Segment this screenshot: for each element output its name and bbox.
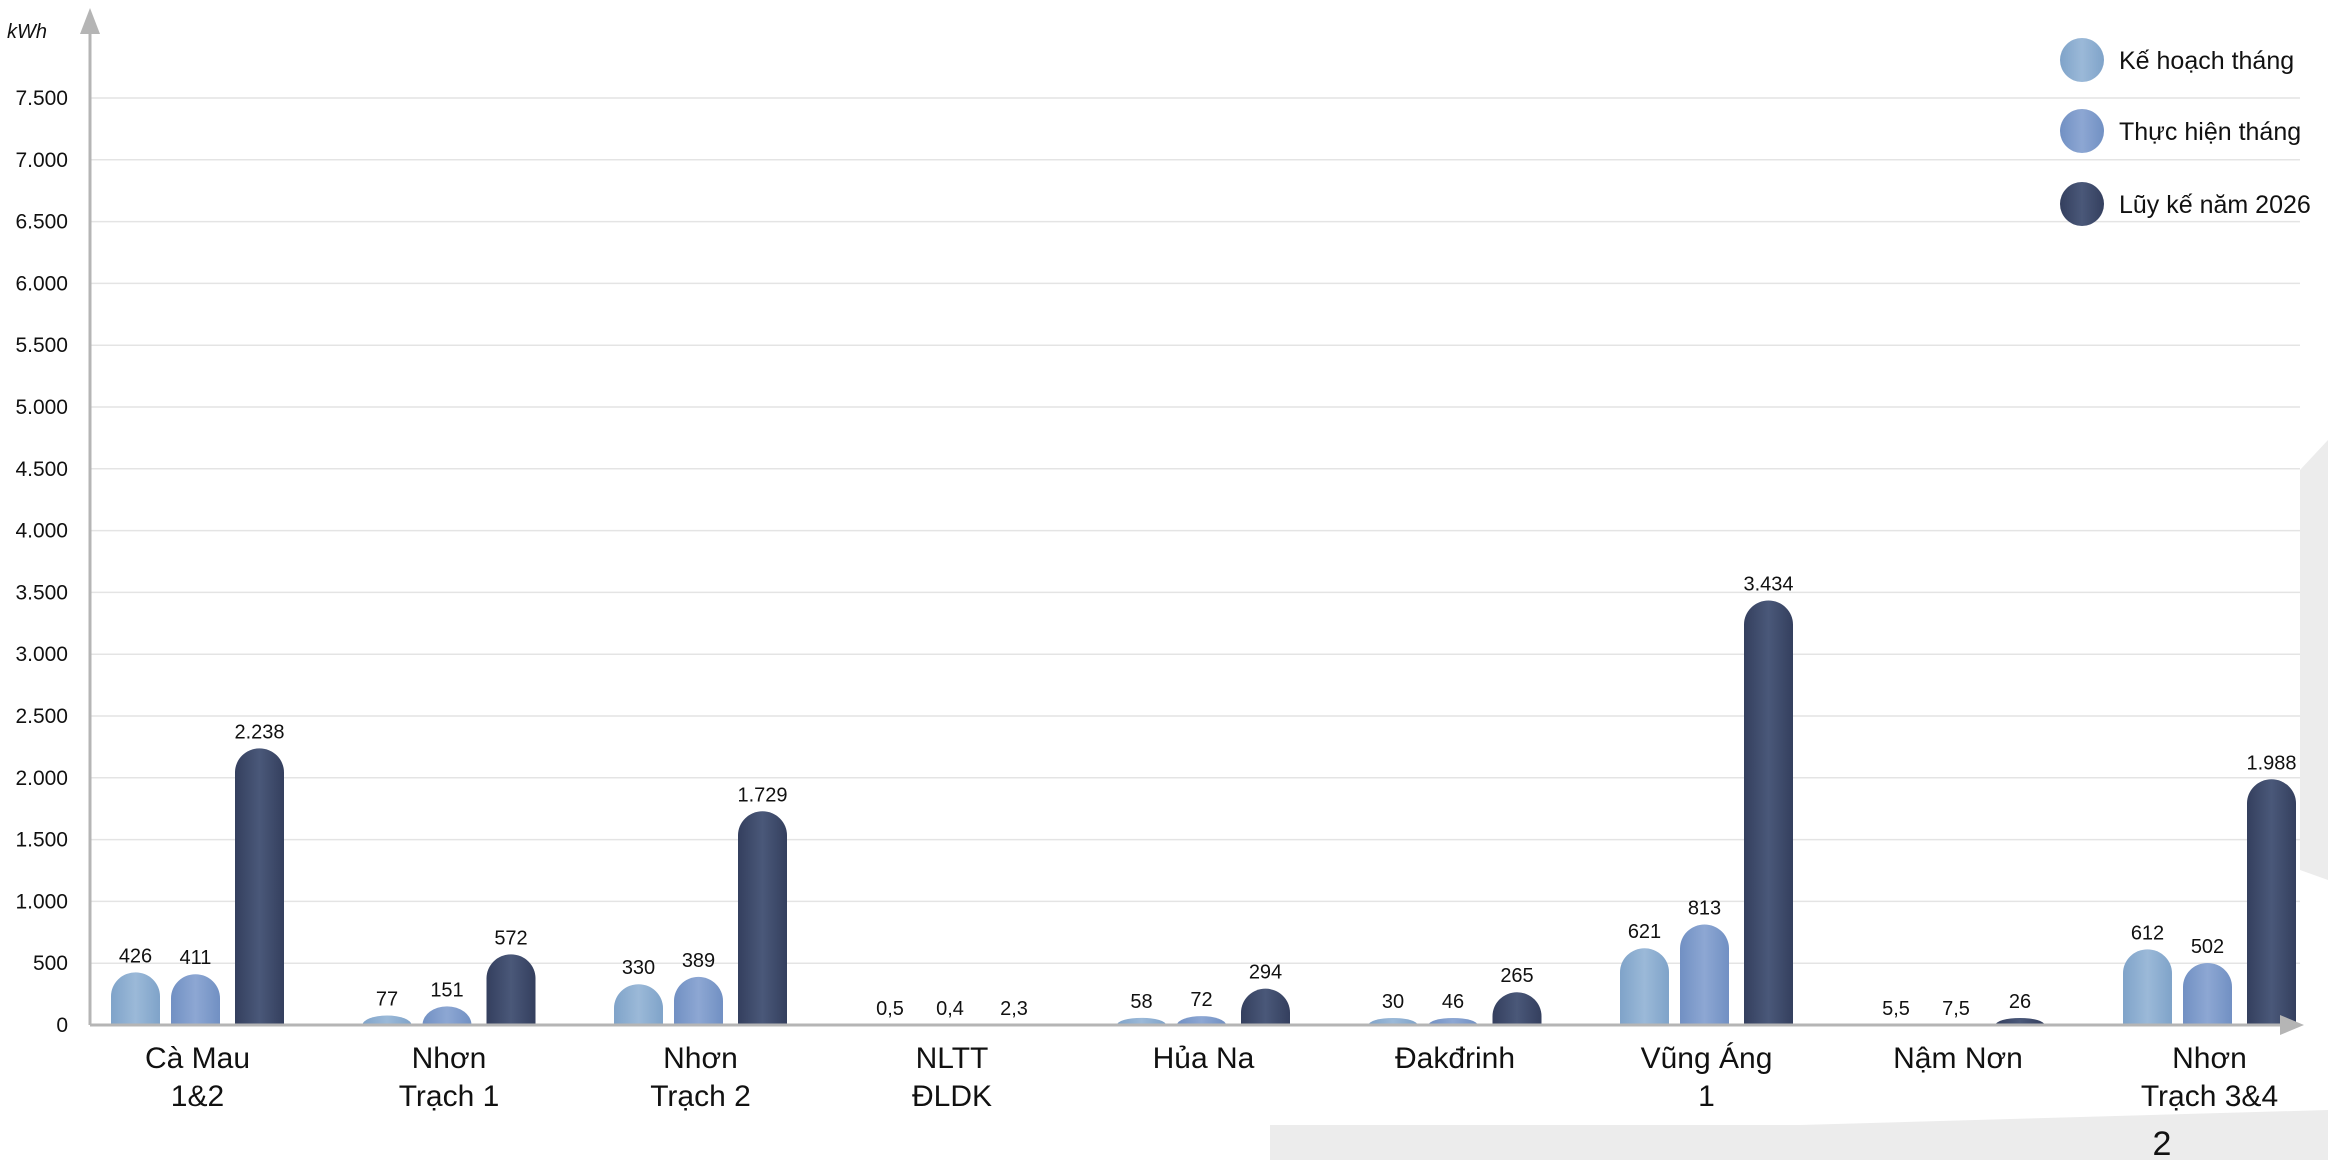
bar (1177, 1016, 1226, 1025)
category-label: Hủa Na (1153, 1042, 1255, 1075)
data-label: 265 (1500, 965, 1533, 987)
page-number: 2 (2153, 1125, 2172, 1160)
y-tick-label: 1.000 (15, 890, 68, 913)
bar (1117, 1017, 1166, 1025)
data-label: 30 (1382, 991, 1404, 1013)
data-label: 1.988 (2246, 752, 2296, 774)
legend-swatch (2060, 38, 2104, 82)
y-tick-label: 3.000 (15, 643, 68, 666)
bar (614, 984, 663, 1025)
y-tick-label: 5.500 (15, 334, 68, 357)
data-label: 813 (1688, 898, 1721, 920)
data-label: 1.729 (737, 784, 787, 806)
y-tick-label: 5.000 (15, 396, 68, 419)
data-label: 2.238 (234, 721, 284, 743)
legend-label: Lũy kế năm 2026 (2119, 191, 2311, 219)
bar (1620, 948, 1669, 1025)
data-label: 0,5 (876, 998, 904, 1020)
y-tick-label: 2.500 (15, 705, 68, 728)
bar (422, 1006, 472, 1025)
legend-swatch (2060, 182, 2104, 226)
data-label: 330 (622, 957, 655, 979)
y-tick-label: 4.500 (15, 458, 68, 481)
x-axis-arrow (2280, 1015, 2304, 1035)
bars: 426 411 2.238 77 151 572 330 389 1.729 0,5 0,4 2,3 5… (111, 574, 2297, 1025)
y-axis: 0 500 1.000 1.500 2.000 2.500 3.000 3.500 4.000 4… (15, 8, 100, 1037)
bar (674, 976, 723, 1025)
data-label: 7,5 (1942, 998, 1970, 1020)
y-tick-label: 3.500 (15, 581, 68, 604)
bar (1995, 1018, 2045, 1025)
y-tick-label: 6.000 (15, 272, 68, 295)
data-label: 0,4 (936, 998, 964, 1020)
data-label: 411 (180, 947, 212, 969)
x-axis: Cà Mau 1&2 Nhơn Trạch 1 Nhơn Trạch 2 NLTT ĐLDK H… (90, 1015, 2304, 1113)
category-label: Đakđrinh (1395, 1042, 1515, 1075)
bar (1492, 992, 1542, 1025)
y-tick-label: 7.000 (15, 149, 68, 172)
data-label: 77 (376, 988, 398, 1010)
data-label: 426 (119, 945, 152, 967)
legend-label: Thực hiện tháng (2119, 118, 2301, 146)
y-tick-label: 500 (33, 952, 68, 975)
gridlines (90, 97, 2300, 964)
data-label: 3.434 (1743, 574, 1793, 596)
bar (1241, 988, 1290, 1025)
bar (1368, 1018, 1418, 1025)
category-label: Nhơn Trạch 3&4 (2141, 1042, 2278, 1113)
category-label: Cà Mau 1&2 (145, 1042, 250, 1113)
bar (171, 974, 220, 1025)
bar (1744, 600, 1793, 1025)
category-label: Nhơn Trạch 2 (650, 1042, 751, 1113)
y-tick-label: 2.000 (15, 767, 68, 790)
bar (1680, 924, 1729, 1025)
y-axis-arrow (80, 8, 100, 34)
data-label: 621 (1628, 921, 1661, 943)
legend-swatch (2060, 109, 2104, 153)
y-tick-label: 0 (56, 1014, 68, 1037)
bar (486, 954, 536, 1025)
bar (738, 811, 787, 1025)
category-label: Vũng Áng 1 (1641, 1042, 1773, 1113)
legend: Kế hoạch tháng Thực hiện tháng Lũy kế năm … (2060, 38, 2311, 226)
data-label: 151 (430, 979, 463, 1001)
y-tick-label: 1.500 (15, 829, 68, 852)
bar (2123, 949, 2172, 1025)
data-label: 572 (494, 927, 527, 949)
bar (111, 972, 160, 1025)
bar (235, 748, 284, 1025)
y-tick-label: 7.500 (15, 87, 68, 110)
bar (362, 1015, 412, 1025)
data-label: 389 (682, 950, 715, 972)
y-tick-label: 6.500 (15, 211, 68, 234)
legend-label: Kế hoạch tháng (2119, 47, 2294, 75)
data-label: 502 (2191, 936, 2224, 958)
data-label: 612 (2131, 922, 2164, 944)
data-label: 294 (1249, 962, 1282, 984)
bar (2247, 779, 2296, 1025)
background-decor (1270, 440, 2328, 1160)
data-label: 46 (1442, 991, 1464, 1013)
data-label: 72 (1190, 989, 1212, 1011)
data-label: 26 (2009, 991, 2031, 1013)
category-label: Nhơn Trạch 1 (399, 1042, 500, 1113)
bar (2183, 962, 2232, 1025)
data-label: 58 (1130, 991, 1152, 1013)
y-tick-label: 4.000 (15, 520, 68, 543)
bar (1428, 1018, 1478, 1025)
y-axis-unit-label: kWh (7, 21, 47, 43)
category-label: NLTT ĐLDK (912, 1042, 992, 1113)
category-label: Nậm Nơn (1893, 1042, 2023, 1075)
data-label: 5,5 (1882, 998, 1910, 1020)
data-label: 2,3 (1000, 998, 1028, 1020)
